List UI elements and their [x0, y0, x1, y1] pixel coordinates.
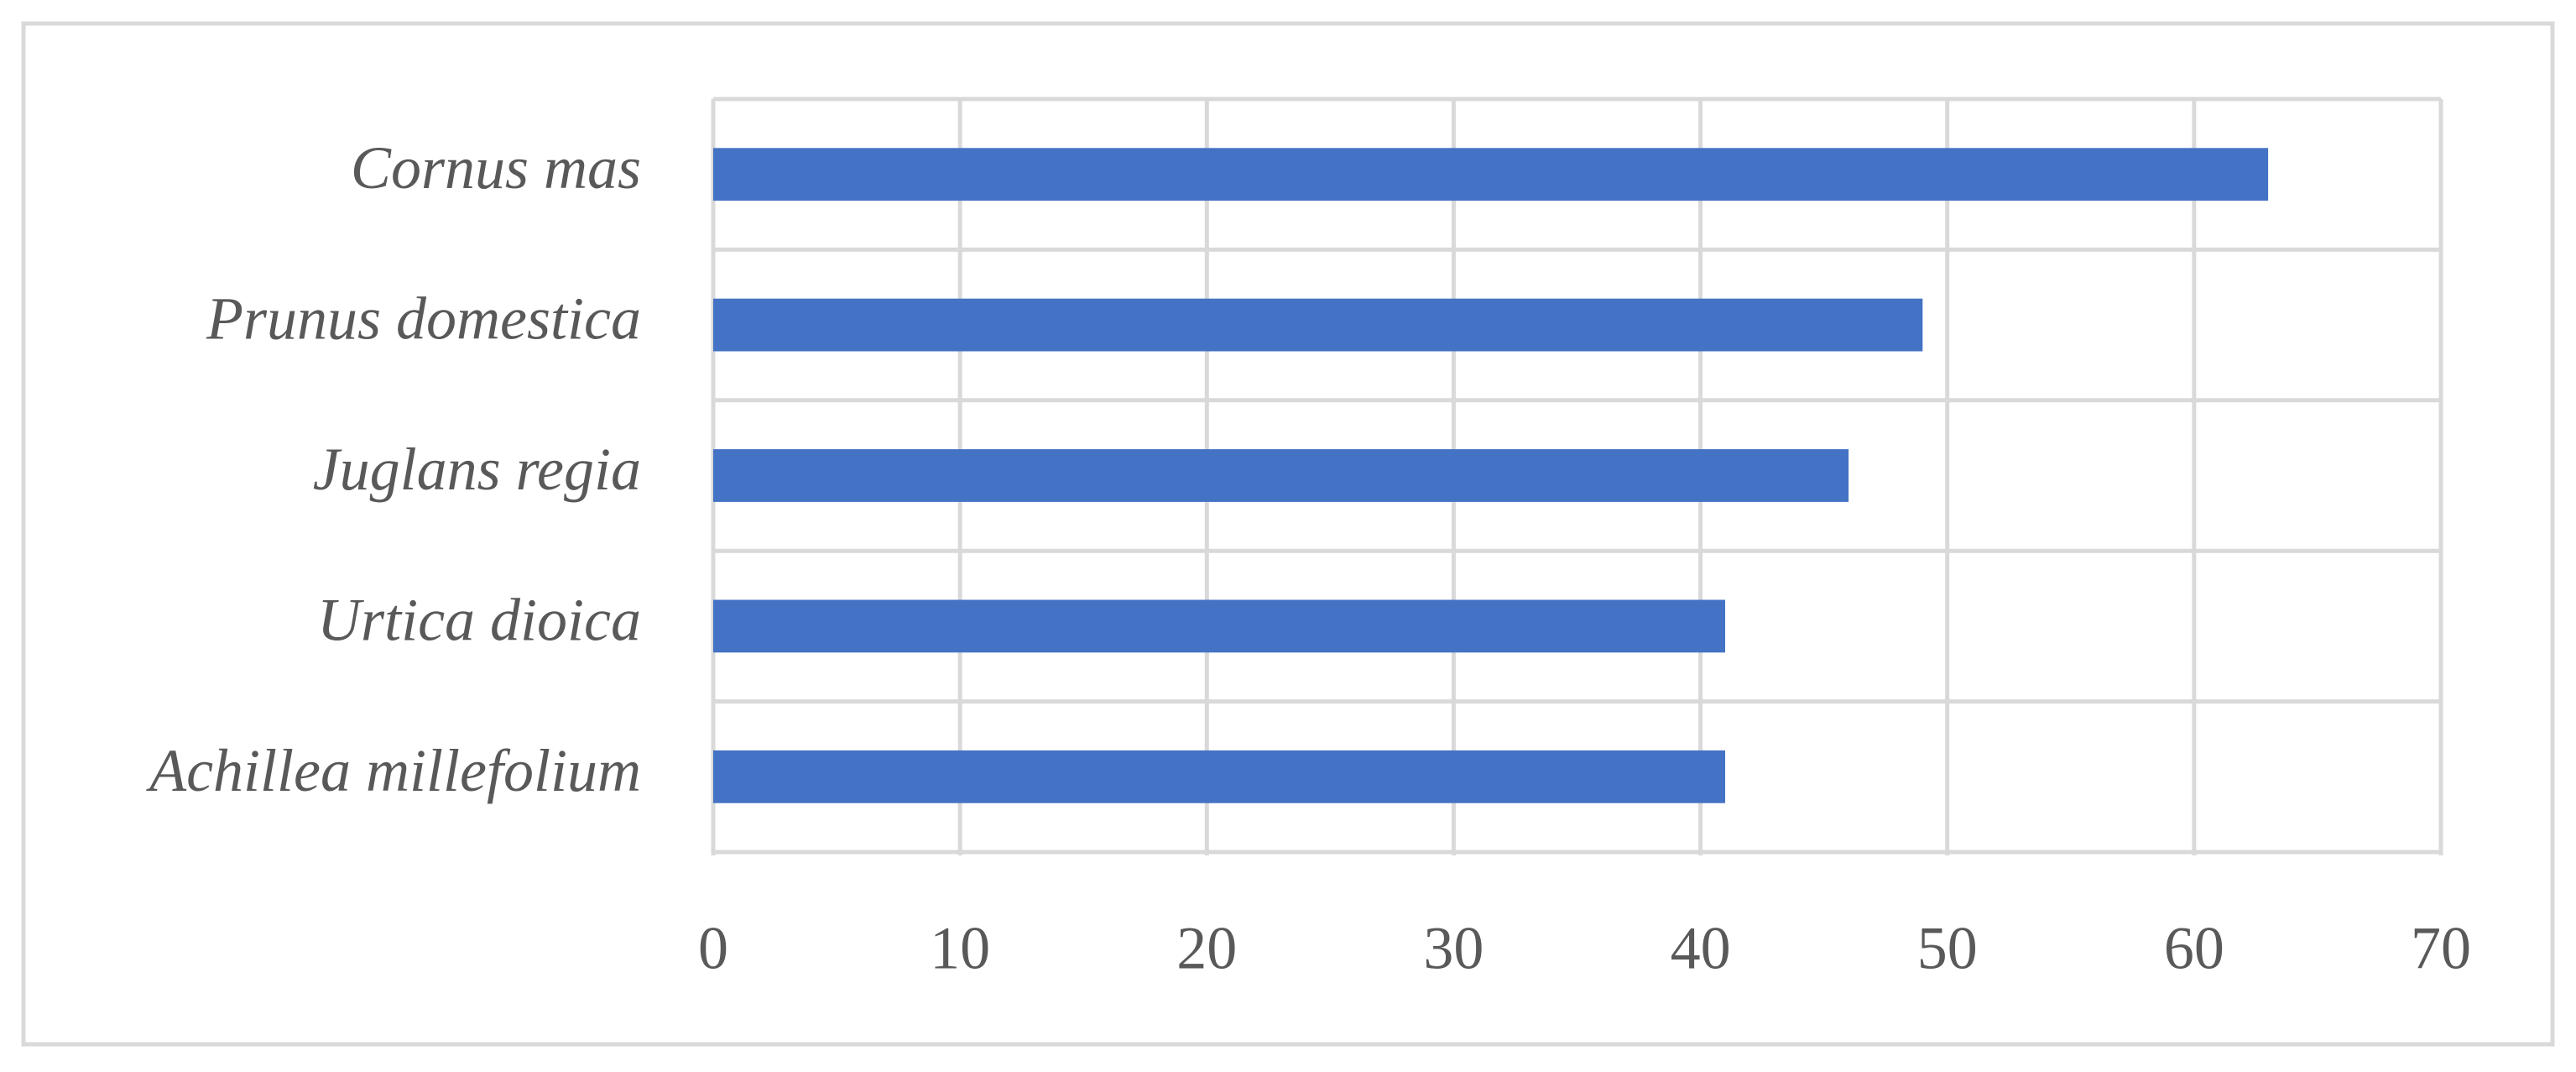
y-tick-label: Prunus domestica	[206, 285, 641, 353]
x-tick-label: 70	[2411, 915, 2471, 982]
x-tick-label: 20	[1176, 915, 1237, 982]
y-tick-label: Juglans regia	[313, 436, 641, 503]
x-tick-label: 10	[930, 915, 990, 982]
y-tick-label: Cornus mas	[351, 134, 641, 201]
x-tick-label: 50	[1917, 915, 1978, 982]
x-tick-label: 40	[1671, 915, 1731, 982]
bar	[713, 750, 1725, 803]
bar	[713, 449, 1849, 502]
y-tick-label: Urtica dioica	[317, 586, 641, 653]
x-tick-label: 0	[698, 915, 728, 982]
y-tick-label: Achillea millefolium	[146, 737, 641, 804]
x-tick-label: 60	[2164, 915, 2224, 982]
bar	[713, 599, 1725, 653]
bar	[713, 148, 2269, 201]
bar	[713, 298, 1923, 352]
x-tick-label: 30	[1423, 915, 1484, 982]
